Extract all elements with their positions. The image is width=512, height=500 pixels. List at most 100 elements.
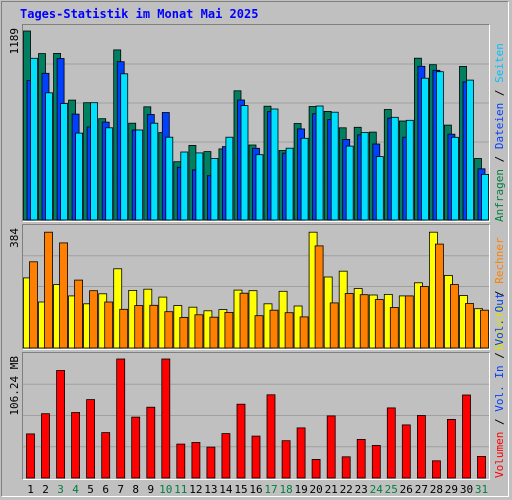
bar-volumen [86,399,95,479]
x-tick-label: 20 [309,483,322,496]
bar-volumen [56,370,65,479]
x-tick-label: 31 [475,483,488,496]
bar-volumen [296,427,306,479]
bar-besuche [113,268,123,349]
bar-seiten [255,154,264,221]
bar-rechner [434,243,444,349]
bar-seiten [330,111,339,221]
bar-rechner [269,309,279,349]
bar-seiten [120,73,129,221]
bar-seiten [195,152,204,221]
bar-rechner [29,261,38,349]
x-tick-label: 6 [102,483,109,496]
bar-rechner [344,293,354,349]
x-tick-label: 15 [234,483,247,496]
x-tick-label: 23 [355,483,368,496]
x-tick-label: 27 [415,483,428,496]
bar-rechner [44,231,53,349]
legend-bottom: Volumen / Vol. In / Vol. Out [493,293,506,478]
bar-rechner [404,295,414,349]
bar-volumen [221,433,231,479]
bar-rechner [465,303,474,349]
bar-volumen [206,446,216,479]
panel-volume [22,352,490,480]
x-tick-label: 4 [72,483,79,496]
bar-volumen [326,415,336,479]
y-max-label: 1189 [8,28,21,55]
bar-rechner [74,279,83,349]
bar-volumen [446,418,456,479]
x-tick-label: 21 [325,483,338,496]
bar-seiten [405,119,414,221]
x-tick-label: 2 [42,483,49,496]
panel-visits [22,224,490,350]
x-tick-label: 25 [385,483,398,496]
legend-separator: / [493,412,506,432]
bar-volumen [431,460,441,479]
bar-rechner [179,317,189,349]
legend-top: Anfragen / Dateien / Seiten [493,43,506,222]
bar-seiten [90,102,98,221]
bar-seiten [390,116,399,221]
legend-entry: Dateien [493,103,506,149]
bar-seiten [345,145,354,221]
bar-seiten [466,79,474,221]
bar-seiten [300,137,309,221]
x-tick-label: 16 [249,483,262,496]
legend-separator: / [493,83,506,103]
x-tick-label: 29 [445,483,458,496]
bar-seiten [285,147,294,221]
bar-seiten [435,71,444,221]
bar-seiten [105,127,114,221]
bar-seiten [180,151,189,221]
x-tick-label: 26 [400,483,413,496]
y-max-label: 384 [8,228,21,248]
x-tick-label: 1 [27,483,34,496]
y-max-label: 106.24 MB [8,356,21,416]
bar-seiten [30,57,38,221]
x-tick-label: 8 [132,483,139,496]
bar-seiten [45,92,53,221]
bar-seiten [315,105,324,221]
x-tick-label: 19 [294,483,307,496]
bar-rechner [104,301,114,349]
x-tick-label: 24 [370,483,384,496]
bar-rechner [149,304,159,349]
bar-rechner [389,307,399,349]
x-tick-label: 10 [159,483,172,496]
legend-separator: / [493,346,506,366]
bar-seiten [420,77,429,221]
x-tick-label: 5 [87,483,94,496]
legend-entry: Seiten [493,43,506,83]
chart-title: Tages-Statistik im Monat Mai 2025 [20,7,259,21]
bar-rechner [119,308,129,349]
bar-volumen [131,416,141,479]
x-tick-label: 17 [264,483,277,496]
bar-seiten [360,131,369,221]
bar-rechner [284,312,294,349]
bar-seiten [165,136,174,221]
bar-seiten [375,156,384,221]
bar-seiten [75,132,83,221]
bar-rechner [209,316,219,349]
x-tick-label: 9 [147,483,154,496]
legend-entry: Volumen [493,432,506,478]
x-tick-label: 14 [219,483,233,496]
bar-rechner [134,305,144,349]
bar-volumen [341,456,351,479]
bar-seiten [270,108,279,221]
legend-entry: Vol. Out [493,293,506,346]
bar-volumen [101,432,111,479]
bar-volumen [236,403,246,479]
bar-rechner [419,286,429,349]
bar-volumen [71,412,80,479]
bar-rechner [299,316,309,349]
bar-volumen [401,424,411,479]
x-tick-label: 7 [117,483,124,496]
bar-rechner [254,315,264,349]
x-tick-label: 22 [340,483,353,496]
bar-volumen [41,413,50,479]
legend-entry: Vol. In [493,365,506,411]
